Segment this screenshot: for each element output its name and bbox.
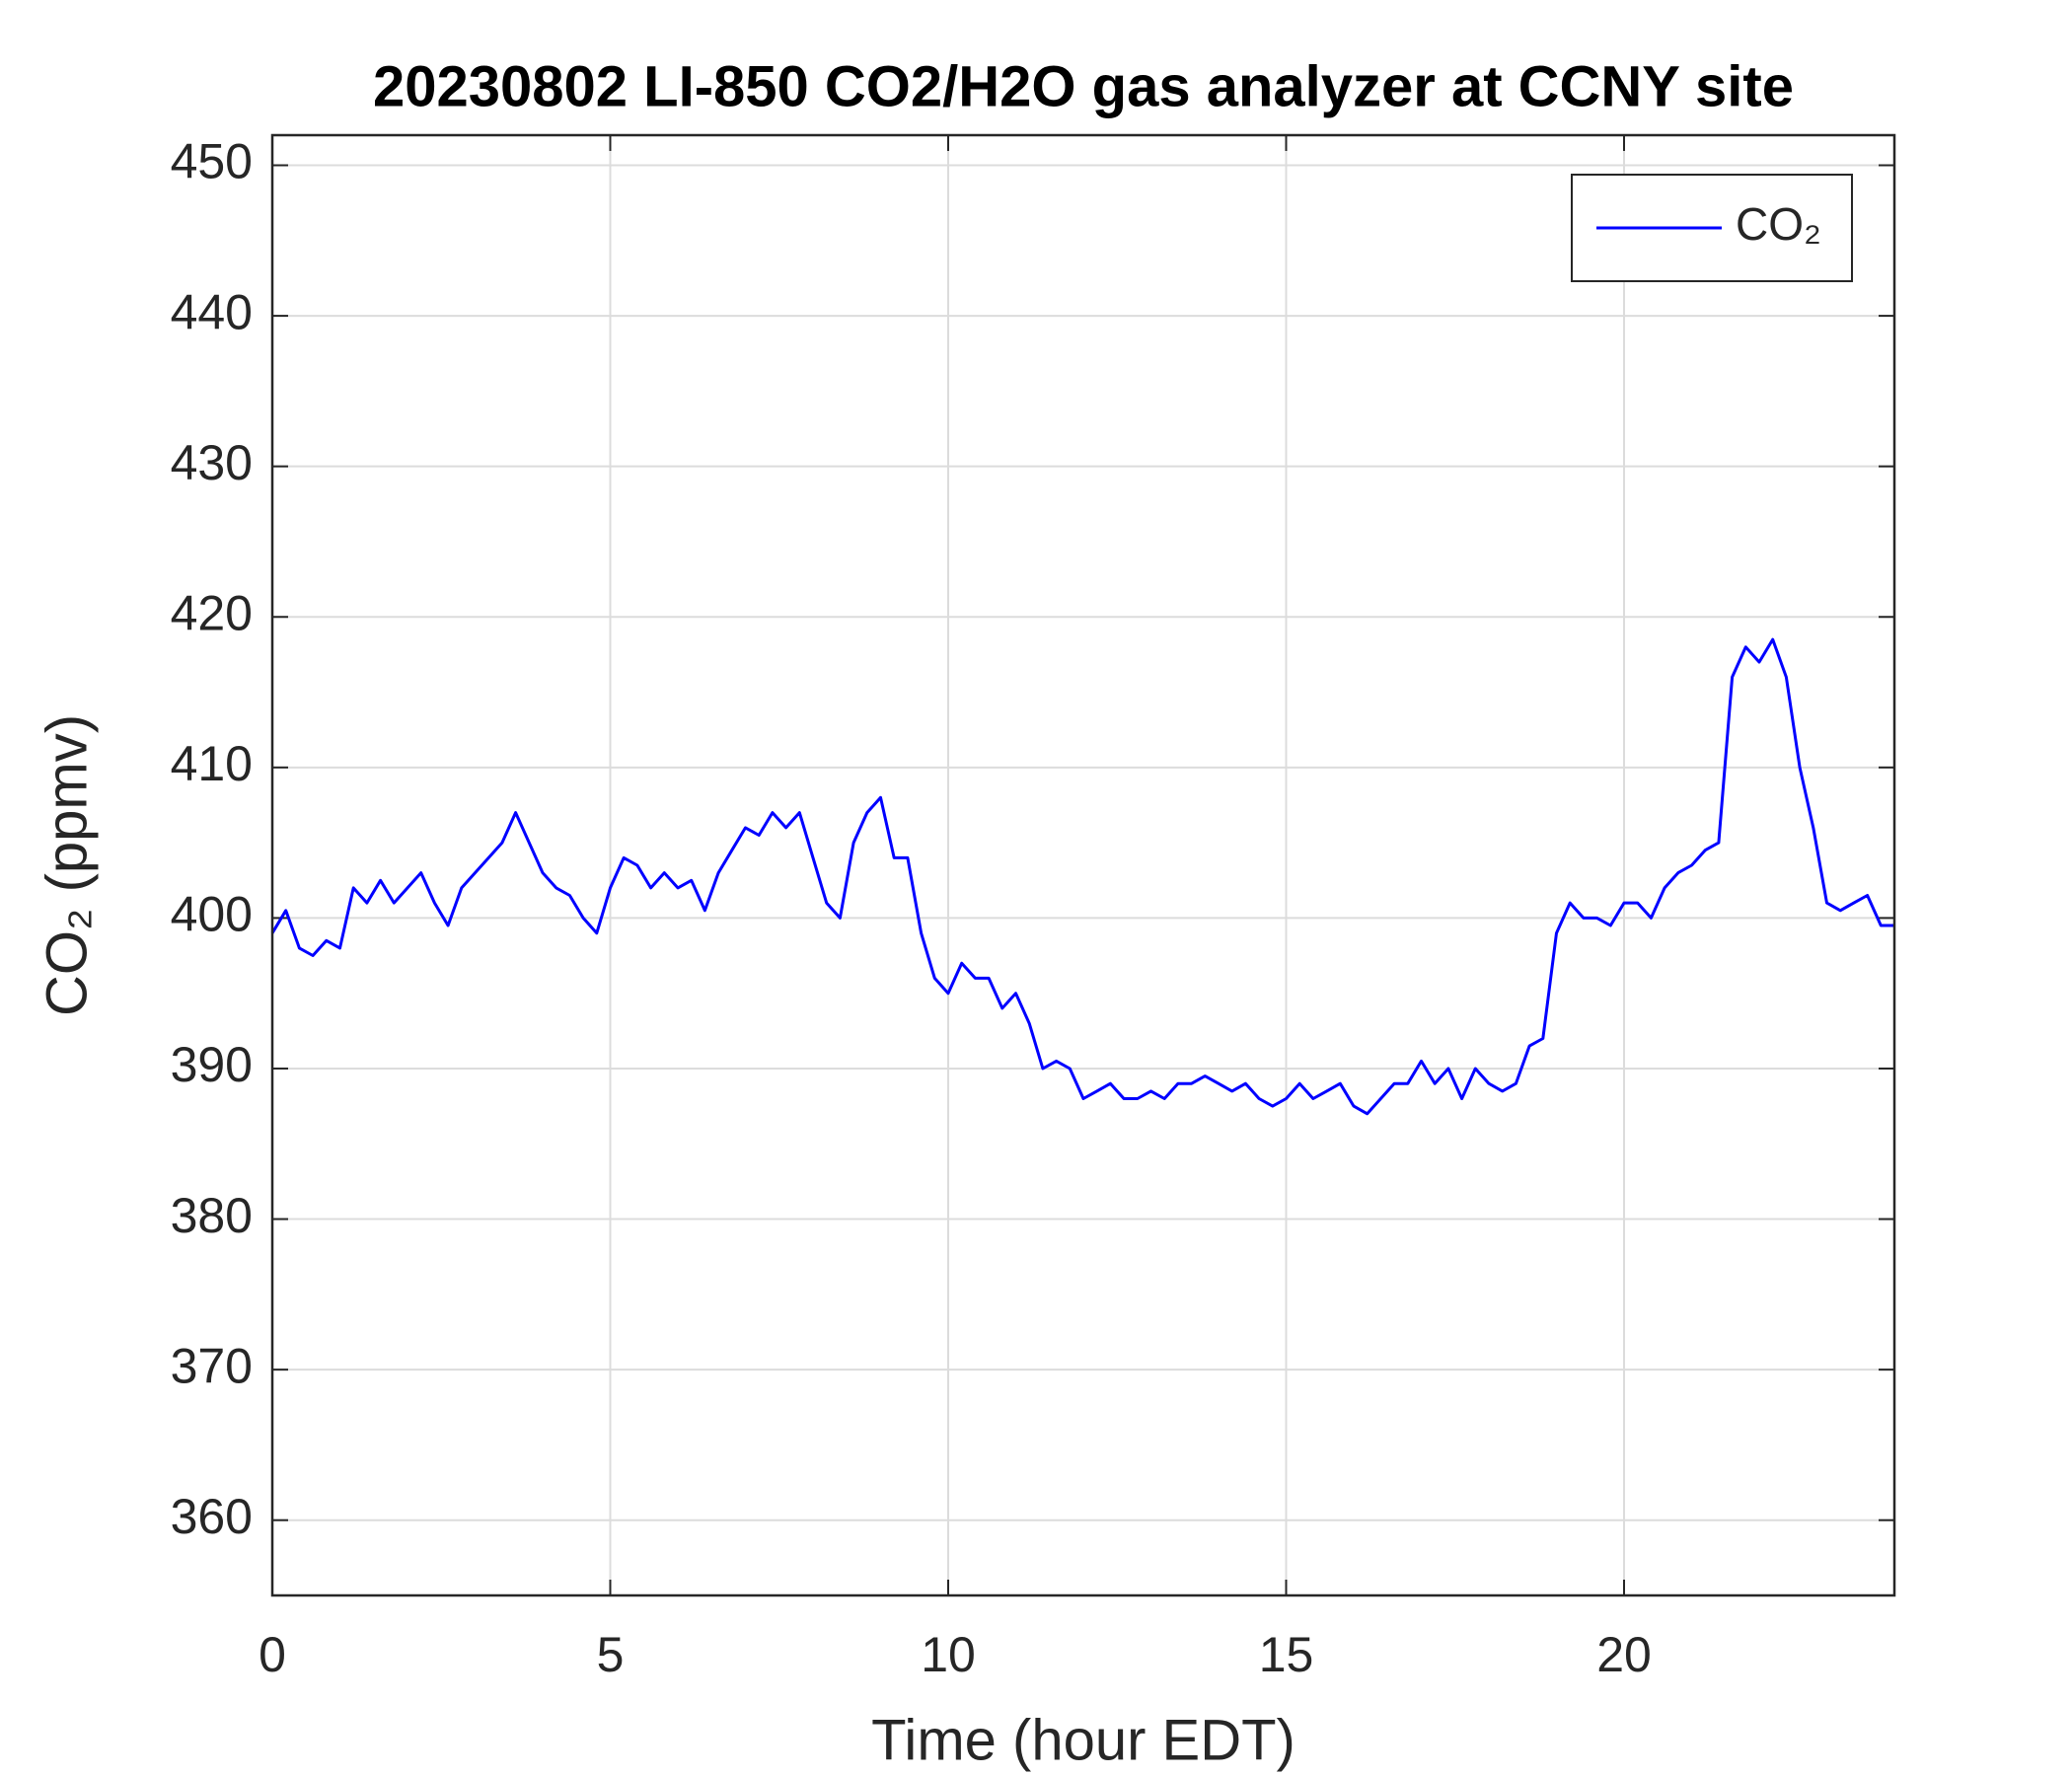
y-tick-label: 410 bbox=[171, 736, 253, 791]
chart-title: 20230802 LI-850 CO2/H2O gas analyzer at … bbox=[373, 54, 1794, 118]
axes-box bbox=[270, 133, 1896, 1597]
x-tick-label: 0 bbox=[259, 1627, 286, 1682]
x-tick-label: 10 bbox=[921, 1627, 976, 1682]
y-tick-label: 450 bbox=[171, 134, 253, 189]
y-tick-label: 420 bbox=[171, 585, 253, 640]
x-tick-label: 5 bbox=[597, 1627, 625, 1682]
y-tick-label: 430 bbox=[171, 435, 253, 490]
x-tick-label: 20 bbox=[1596, 1627, 1652, 1682]
y-tick-label: 440 bbox=[171, 284, 253, 339]
x-tick-label: 15 bbox=[1259, 1627, 1314, 1682]
data-line bbox=[270, 637, 1894, 1116]
x-axis-label: Time (hour EDT) bbox=[871, 1708, 1295, 1772]
y-axis-label: CO₂ (ppmv) bbox=[35, 714, 99, 1016]
y-tick-label: 370 bbox=[171, 1338, 253, 1393]
y-tick-label: 380 bbox=[171, 1188, 253, 1243]
y-tick-label: 390 bbox=[171, 1037, 253, 1092]
y-tick-label: 400 bbox=[171, 887, 253, 942]
legend-label: CO₂ bbox=[1736, 198, 1821, 250]
y-tick-label: 360 bbox=[171, 1489, 253, 1544]
